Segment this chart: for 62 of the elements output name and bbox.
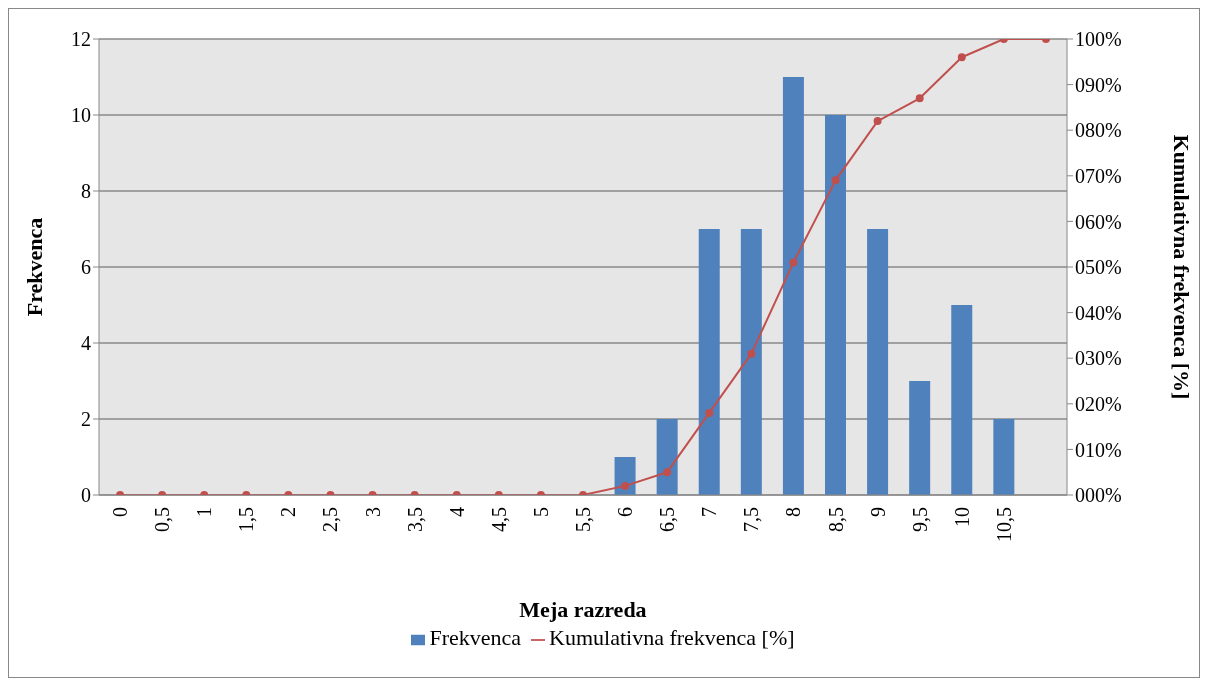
y2-tick-label: 070% [1075, 164, 1122, 187]
y-tick-label: 12 [71, 28, 91, 51]
y2-tick-label: 020% [1075, 392, 1122, 415]
y-tick-label: 2 [81, 408, 91, 431]
y-tick-label: 4 [81, 332, 91, 355]
bar [740, 229, 762, 495]
y2-tick-label: 040% [1075, 301, 1122, 324]
x-tick-label: 0,5 [151, 507, 174, 532]
bar [656, 419, 678, 495]
x-tick-label: 8,5 [824, 507, 847, 532]
legend-label: Frekvenca [429, 625, 522, 650]
y2-tick-label: 030% [1075, 347, 1122, 370]
x-tick-label: 5,5 [572, 507, 594, 532]
bar [825, 115, 846, 495]
x-tick-label: 3 [361, 507, 384, 517]
x-tick-label: 2,5 [319, 507, 342, 532]
x-tick-label: 3,5 [403, 507, 426, 532]
y2-tick-label: 100% [1075, 28, 1122, 51]
bar [698, 229, 720, 495]
y2-tick-label: 000% [1075, 484, 1122, 507]
x-tick-label: 10 [950, 507, 973, 527]
x-tick-label: 7 [698, 507, 721, 517]
legend-label: Kumulativna frekvenca [%] [549, 625, 795, 650]
x-tick-label: 0 [109, 507, 132, 517]
x-tick-label: 6 [614, 507, 637, 517]
y-tick-label: 8 [81, 180, 91, 203]
x-tick-label: 1,5 [235, 507, 258, 532]
x-tick-label: 7,5 [740, 507, 763, 532]
point [663, 468, 672, 477]
y2-tick-label: 090% [1075, 73, 1122, 96]
x-tick-label: 2 [277, 507, 300, 517]
x-tick-label: 9,5 [908, 507, 931, 532]
point [705, 408, 714, 417]
point [873, 117, 882, 126]
x-tick-label: 5 [529, 507, 552, 517]
x-tick-label: 9 [866, 507, 889, 517]
y2-axis-title: Kumulativna frekvenca [%] [1169, 134, 1195, 400]
y2-tick-label: 060% [1075, 210, 1122, 233]
point [831, 176, 840, 185]
y2-tick-label: 010% [1075, 438, 1122, 461]
point [621, 481, 630, 490]
x-tick-label: 1 [193, 507, 216, 517]
x-tick-label: 10,5 [992, 507, 1015, 542]
x-tick-label: 4 [445, 507, 468, 517]
point [915, 94, 924, 103]
bar [909, 381, 931, 495]
bar [993, 419, 1015, 495]
y2-tick-label: 080% [1075, 119, 1122, 142]
x-axis-title: Meja razreda [519, 597, 647, 622]
point [957, 53, 966, 62]
y-tick-label: 6 [81, 256, 91, 279]
x-tick-label: 4,5 [487, 507, 510, 532]
y-tick-label: 10 [71, 104, 91, 127]
y-axis-title: Frekvenca [21, 217, 47, 317]
point [747, 349, 756, 358]
x-tick-label: 6,5 [656, 507, 679, 532]
bar [951, 305, 973, 495]
y2-tick-label: 050% [1075, 256, 1122, 279]
bar [782, 77, 804, 495]
bar [867, 229, 889, 495]
x-tick-label: 8 [782, 507, 805, 517]
point [789, 258, 798, 267]
